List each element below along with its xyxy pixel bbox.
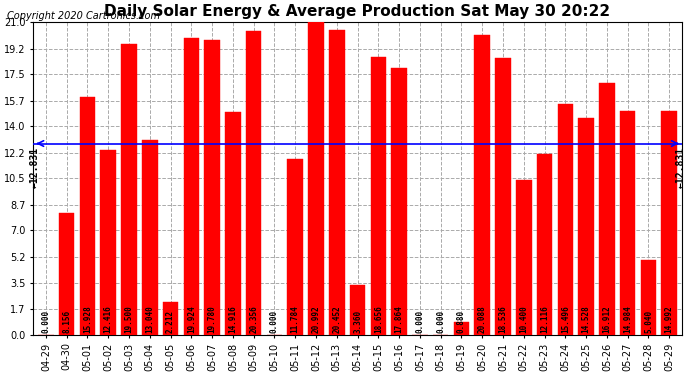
Bar <box>225 112 241 335</box>
Bar <box>516 180 531 335</box>
Text: 0.000: 0.000 <box>436 309 445 333</box>
Bar <box>599 82 615 335</box>
Text: 16.912: 16.912 <box>602 305 611 333</box>
Text: 11.784: 11.784 <box>290 305 299 333</box>
Title: Daily Solar Energy & Average Production Sat May 30 20:22: Daily Solar Energy & Average Production … <box>104 4 611 19</box>
Text: 12.116: 12.116 <box>540 305 549 333</box>
Bar <box>59 213 75 335</box>
Text: 14.992: 14.992 <box>664 305 673 333</box>
Text: 19.780: 19.780 <box>208 305 217 333</box>
Text: 14.528: 14.528 <box>582 305 591 333</box>
Bar <box>350 285 365 335</box>
Text: 2.212: 2.212 <box>166 309 175 333</box>
Bar <box>288 159 303 335</box>
Bar <box>142 140 157 335</box>
Text: 18.536: 18.536 <box>498 305 508 333</box>
Text: 14.984: 14.984 <box>623 305 632 333</box>
Text: 3.360: 3.360 <box>353 309 362 333</box>
Text: 13.040: 13.040 <box>146 305 155 333</box>
Bar <box>121 44 137 335</box>
Text: 20.992: 20.992 <box>311 305 321 333</box>
Bar <box>79 98 95 335</box>
Bar <box>578 118 594 335</box>
Text: 8.156: 8.156 <box>62 309 71 333</box>
Text: 17.864: 17.864 <box>395 305 404 333</box>
Bar <box>184 38 199 335</box>
Bar <box>453 322 469 335</box>
Legend: Average(kWh), Daily(kWh): Average(kWh), Daily(kWh) <box>480 0 677 4</box>
Bar <box>662 111 677 335</box>
Text: ←12.831: ←12.831 <box>676 147 686 188</box>
Bar <box>204 40 220 335</box>
Bar <box>391 69 407 335</box>
Bar <box>537 154 553 335</box>
Bar <box>640 260 656 335</box>
Text: 20.452: 20.452 <box>333 305 342 333</box>
Text: 15.928: 15.928 <box>83 305 92 333</box>
Text: 19.924: 19.924 <box>187 305 196 333</box>
Text: 12.416: 12.416 <box>104 305 112 333</box>
Bar <box>246 32 262 335</box>
Text: 0.000: 0.000 <box>415 309 424 333</box>
Text: 19.500: 19.500 <box>124 305 133 333</box>
Text: 0.000: 0.000 <box>270 309 279 333</box>
Bar <box>475 35 490 335</box>
Text: Copyright 2020 Cartronics.com: Copyright 2020 Cartronics.com <box>7 11 160 21</box>
Text: 14.916: 14.916 <box>228 305 237 333</box>
Bar <box>308 22 324 335</box>
Bar <box>495 58 511 335</box>
Bar <box>558 104 573 335</box>
Text: 0.000: 0.000 <box>41 309 50 333</box>
Text: 5.040: 5.040 <box>644 309 653 333</box>
Bar <box>163 302 178 335</box>
Bar <box>620 111 635 335</box>
Text: 20.356: 20.356 <box>249 305 258 333</box>
Text: 10.400: 10.400 <box>520 305 529 333</box>
Text: 0.880: 0.880 <box>457 309 466 333</box>
Bar <box>101 150 116 335</box>
Text: 18.656: 18.656 <box>374 305 383 333</box>
Text: 20.088: 20.088 <box>477 305 486 333</box>
Text: 15.496: 15.496 <box>561 305 570 333</box>
Text: ←12.831: ←12.831 <box>30 147 39 188</box>
Bar <box>329 30 344 335</box>
Bar <box>371 57 386 335</box>
